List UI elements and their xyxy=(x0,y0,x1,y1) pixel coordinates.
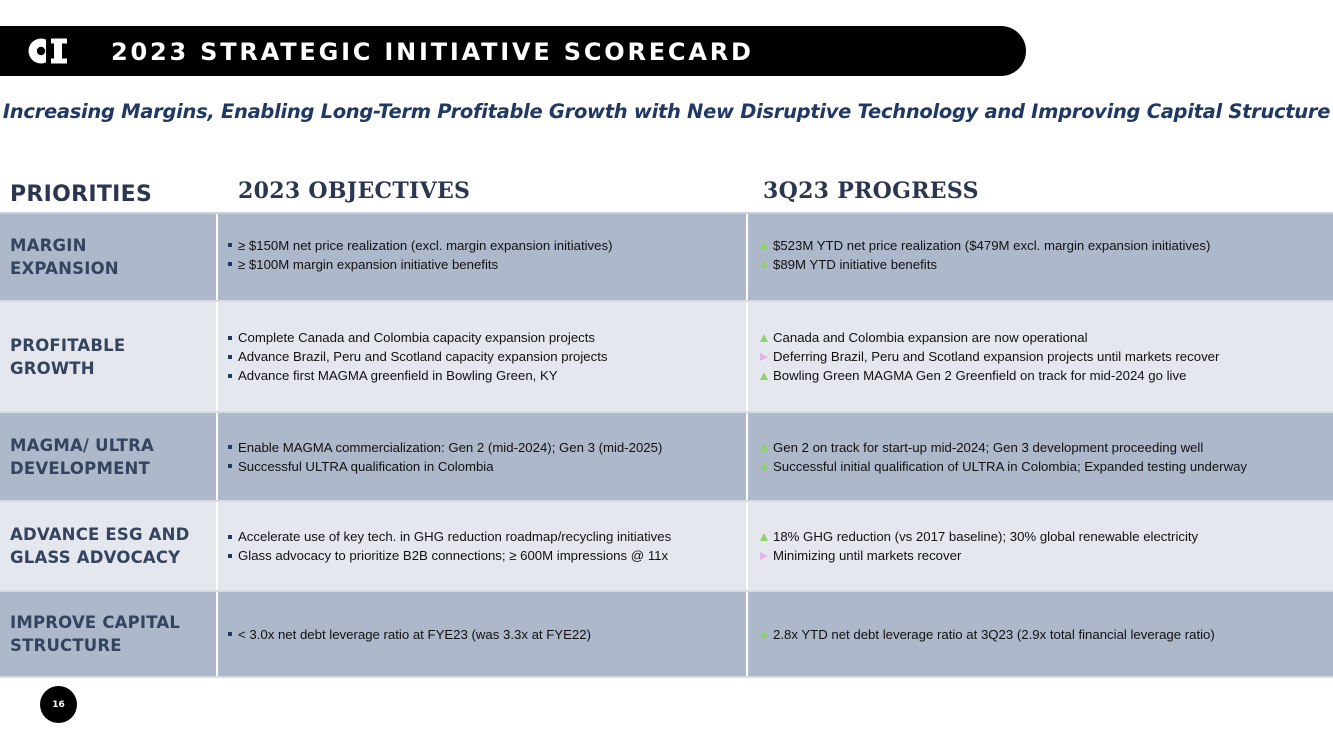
list-item: Bowling Green MAGMA Gen 2 Greenfield on … xyxy=(760,366,1219,385)
status-up-icon xyxy=(760,630,768,638)
bullet-square-icon xyxy=(228,243,232,247)
list-item: Enable MAGMA commercialization: Gen 2 (m… xyxy=(228,438,662,457)
status-up-icon xyxy=(760,532,768,541)
status-up-icon xyxy=(760,260,768,268)
status-up-icon xyxy=(760,462,768,470)
list-item: Gen 2 on track for start-up mid-2024; Ge… xyxy=(760,438,1247,457)
list-item: $89M YTD initiative benefits xyxy=(760,255,1210,274)
priority-cell: MARGIN EXPANSION xyxy=(0,214,218,300)
bullet-square-icon xyxy=(228,262,232,266)
status-deferred-icon xyxy=(760,352,768,361)
company-logo-icon xyxy=(28,36,67,66)
objectives-cell: Accelerate use of key tech. in GHG reduc… xyxy=(218,502,748,590)
table-row: ADVANCE ESG AND GLASS ADVOCACY Accelerat… xyxy=(0,502,1333,592)
list-item: Advance first MAGMA greenfield in Bowlin… xyxy=(228,366,607,385)
bullet-square-icon xyxy=(228,373,232,378)
list-item: Advance Brazil, Peru and Scotland capaci… xyxy=(228,347,607,366)
bullet-square-icon xyxy=(228,464,232,468)
bullet-square-icon xyxy=(228,632,232,636)
list-item: Glass advocacy to prioritize B2B connect… xyxy=(228,546,671,565)
objectives-cell: Enable MAGMA commercialization: Gen 2 (m… xyxy=(218,413,748,500)
progress-cell: 2.8x YTD net debt leverage ratio at 3Q23… xyxy=(748,592,1333,676)
list-item: Canada and Colombia expansion are now op… xyxy=(760,328,1219,347)
list-item: 18% GHG reduction (vs 2017 baseline); 30… xyxy=(760,527,1198,546)
status-up-icon xyxy=(760,241,768,249)
list-item: Deferring Brazil, Peru and Scotland expa… xyxy=(760,347,1219,366)
table-row: MAGMA/ ULTRA DEVELOPMENT Enable MAGMA co… xyxy=(0,413,1333,502)
priority-label: IMPROVE CAPITAL STRUCTURE xyxy=(10,613,181,655)
priority-label: PROFITABLE GROWTH xyxy=(10,335,126,378)
column-header-progress: 3Q23 PROGRESS xyxy=(763,178,979,204)
objectives-cell: < 3.0x net debt leverage ratio at FYE23 … xyxy=(218,592,748,676)
list-item: Accelerate use of key tech. in GHG reduc… xyxy=(228,527,671,546)
progress-cell: $523M YTD net price realization ($479M e… xyxy=(748,214,1333,300)
bullet-square-icon xyxy=(228,534,232,539)
priority-label: MARGIN EXPANSION xyxy=(10,236,119,278)
list-item: Successful ULTRA qualification in Colomb… xyxy=(228,457,662,476)
table-row: MARGIN EXPANSION ≥ $150M net price reali… xyxy=(0,214,1333,302)
priority-cell: PROFITABLE GROWTH xyxy=(0,302,218,411)
column-header-priorities: PRIORITIES xyxy=(10,182,153,207)
bullet-square-icon xyxy=(228,354,232,359)
list-item: < 3.0x net debt leverage ratio at FYE23 … xyxy=(228,625,591,644)
priority-cell: MAGMA/ ULTRA DEVELOPMENT xyxy=(0,413,218,500)
status-up-icon xyxy=(760,443,768,451)
list-item: $523M YTD net price realization ($479M e… xyxy=(760,236,1210,255)
objectives-cell: ≥ $150M net price realization (excl. mar… xyxy=(218,214,748,300)
page-subtitle: Increasing Margins, Enabling Long-Term P… xyxy=(2,100,1331,123)
bullet-square-icon xyxy=(228,445,232,449)
priority-label: ADVANCE ESG AND GLASS ADVOCACY xyxy=(10,525,190,567)
objectives-cell: Complete Canada and Colombia capacity ex… xyxy=(218,302,748,411)
bullet-square-icon xyxy=(228,335,232,340)
list-item: Minimizing until markets recover xyxy=(760,546,1198,565)
page-title: 2023 STRATEGIC INITIATIVE SCORECARD xyxy=(111,38,754,66)
column-header-objectives: 2023 OBJECTIVES xyxy=(238,178,471,204)
table-row: IMPROVE CAPITAL STRUCTURE < 3.0x net deb… xyxy=(0,592,1333,678)
bullet-square-icon xyxy=(228,553,232,558)
table-row: PROFITABLE GROWTH Complete Canada and Co… xyxy=(0,302,1333,413)
list-item: ≥ $100M margin expansion initiative bene… xyxy=(228,255,612,274)
list-item: Successful initial qualification of ULTR… xyxy=(760,457,1247,476)
list-item: Complete Canada and Colombia capacity ex… xyxy=(228,328,607,347)
status-up-icon xyxy=(760,333,768,342)
progress-cell: Gen 2 on track for start-up mid-2024; Ge… xyxy=(748,413,1333,500)
list-item: 2.8x YTD net debt leverage ratio at 3Q23… xyxy=(760,625,1215,644)
priority-cell: IMPROVE CAPITAL STRUCTURE xyxy=(0,592,218,676)
status-up-icon xyxy=(760,371,768,380)
priority-cell: ADVANCE ESG AND GLASS ADVOCACY xyxy=(0,502,218,590)
title-bar: 2023 STRATEGIC INITIATIVE SCORECARD xyxy=(0,26,1026,76)
priority-label: MAGMA/ ULTRA DEVELOPMENT xyxy=(10,435,155,478)
page-number-badge: 16 xyxy=(40,686,77,723)
progress-cell: Canada and Colombia expansion are now op… xyxy=(748,302,1333,411)
scorecard-table: MARGIN EXPANSION ≥ $150M net price reali… xyxy=(0,212,1333,678)
progress-cell: 18% GHG reduction (vs 2017 baseline); 30… xyxy=(748,502,1333,590)
status-deferred-icon xyxy=(760,551,768,560)
list-item: ≥ $150M net price realization (excl. mar… xyxy=(228,236,612,255)
